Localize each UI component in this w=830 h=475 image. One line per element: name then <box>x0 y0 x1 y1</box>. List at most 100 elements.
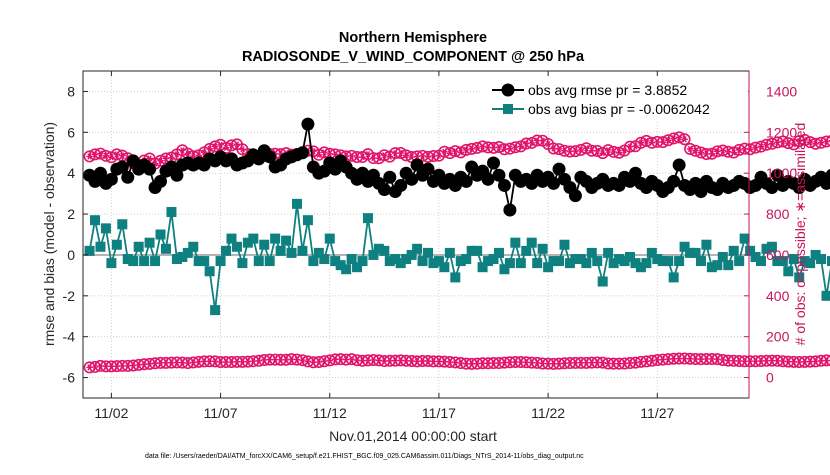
bias-point <box>663 256 674 267</box>
count_assimilated-point <box>825 354 830 367</box>
y-left-tick-label: -4 <box>63 329 76 345</box>
bias-point <box>417 256 428 267</box>
x-tick-label: 11/17 <box>422 405 456 421</box>
y-left-tick-label: -2 <box>63 288 76 304</box>
bias-point <box>428 258 439 269</box>
rmse-point <box>628 166 642 180</box>
rmse-point <box>770 168 784 182</box>
bias-point <box>379 245 390 256</box>
rmse-point <box>820 176 830 190</box>
rmse-point <box>170 168 184 182</box>
y-right-tick-label: 0 <box>766 370 774 386</box>
bias-point <box>717 251 728 262</box>
x-tick-label: 11/12 <box>313 405 347 421</box>
rmse-point <box>568 189 582 203</box>
bias-point <box>493 247 504 258</box>
bias-point <box>799 256 810 267</box>
bias-point <box>570 254 581 265</box>
bias-point <box>745 245 756 256</box>
bias-point <box>701 239 712 250</box>
axes: 11/02 11/07 11/12 11/17 11/22 11/27 -6 -4 -2 0 2 4 6… <box>63 71 797 421</box>
bias-point <box>204 266 215 277</box>
y-right-tick-label: 400 <box>766 288 790 304</box>
rmse-point <box>377 183 391 197</box>
y-left-tick-label: 2 <box>67 206 75 222</box>
y-left-tick-label: -6 <box>63 370 76 386</box>
bias-point <box>488 254 499 265</box>
bias-point <box>401 254 412 265</box>
rmse-point <box>694 185 708 199</box>
bias-point <box>117 219 128 230</box>
bias-point <box>242 237 253 248</box>
bias-point <box>499 264 510 275</box>
bias-point <box>177 251 188 262</box>
bias-point <box>483 256 494 267</box>
bias-point <box>674 256 685 267</box>
bias-point <box>826 256 830 267</box>
chart-title: Northern Hemisphere <box>339 30 487 46</box>
bias-point <box>477 262 488 273</box>
y-right-tick-label: 1200 <box>766 124 797 140</box>
bias-point <box>406 249 417 260</box>
bias-point <box>111 239 122 250</box>
bias-point <box>324 233 335 244</box>
bias-point <box>554 256 565 267</box>
y-axis-label-right: # of obs: o=possible; ∗=assimilated <box>792 123 808 346</box>
bias-point <box>772 256 783 267</box>
count_possible-point <box>454 146 467 159</box>
bias-point <box>346 254 357 265</box>
bias-point <box>215 256 226 267</box>
bias-point <box>188 241 199 252</box>
bias-point <box>450 272 461 283</box>
count_possible-point <box>613 146 626 159</box>
rmse-point <box>672 158 686 172</box>
bias-point <box>330 256 341 267</box>
rmse-point <box>667 174 681 188</box>
x-tick-label: 11/02 <box>94 405 128 421</box>
count_possible-point <box>820 135 830 148</box>
bias-point <box>319 254 330 265</box>
rmse-point <box>383 170 397 184</box>
bias-point <box>248 233 259 244</box>
bias-point <box>384 256 395 267</box>
bias-point <box>221 245 232 256</box>
rmse-point <box>459 174 473 188</box>
bias-point <box>766 241 777 252</box>
bias-point <box>226 233 237 244</box>
bias-point <box>532 258 543 269</box>
bias-point <box>423 247 434 258</box>
bias-point <box>592 256 603 267</box>
rmse-point <box>301 117 315 131</box>
legend-bias-marker <box>503 104 513 114</box>
rmse-point <box>765 180 779 194</box>
bias-point <box>461 254 472 265</box>
bias-point <box>335 260 346 271</box>
plot-frame <box>82 70 750 399</box>
bias-point <box>439 262 450 273</box>
count_possible-point <box>83 150 96 163</box>
bias-point <box>603 247 614 258</box>
footnote: data file: /Users/raeder/DAI/ATM_forcXX/… <box>145 453 584 460</box>
bias-point <box>630 258 641 269</box>
legend-rmse-marker <box>501 83 515 97</box>
bias-point <box>95 241 106 252</box>
y-left-tick-label: 0 <box>67 247 75 263</box>
bias-point <box>543 262 554 273</box>
bias-point <box>357 256 368 267</box>
bias-point <box>619 256 630 267</box>
bias-point <box>761 243 772 254</box>
rmse-point <box>93 166 107 180</box>
bias-point <box>504 258 515 269</box>
rmse-point <box>263 150 277 164</box>
bias-point <box>614 254 625 265</box>
rmse-point <box>154 174 168 188</box>
bias-point <box>193 256 204 267</box>
bias-point <box>794 272 805 283</box>
bias-point <box>575 254 586 265</box>
bias-point <box>783 266 794 277</box>
bias-point <box>270 233 281 244</box>
bias-point <box>341 264 352 275</box>
bias-point <box>313 247 324 258</box>
bias-point <box>390 254 401 265</box>
